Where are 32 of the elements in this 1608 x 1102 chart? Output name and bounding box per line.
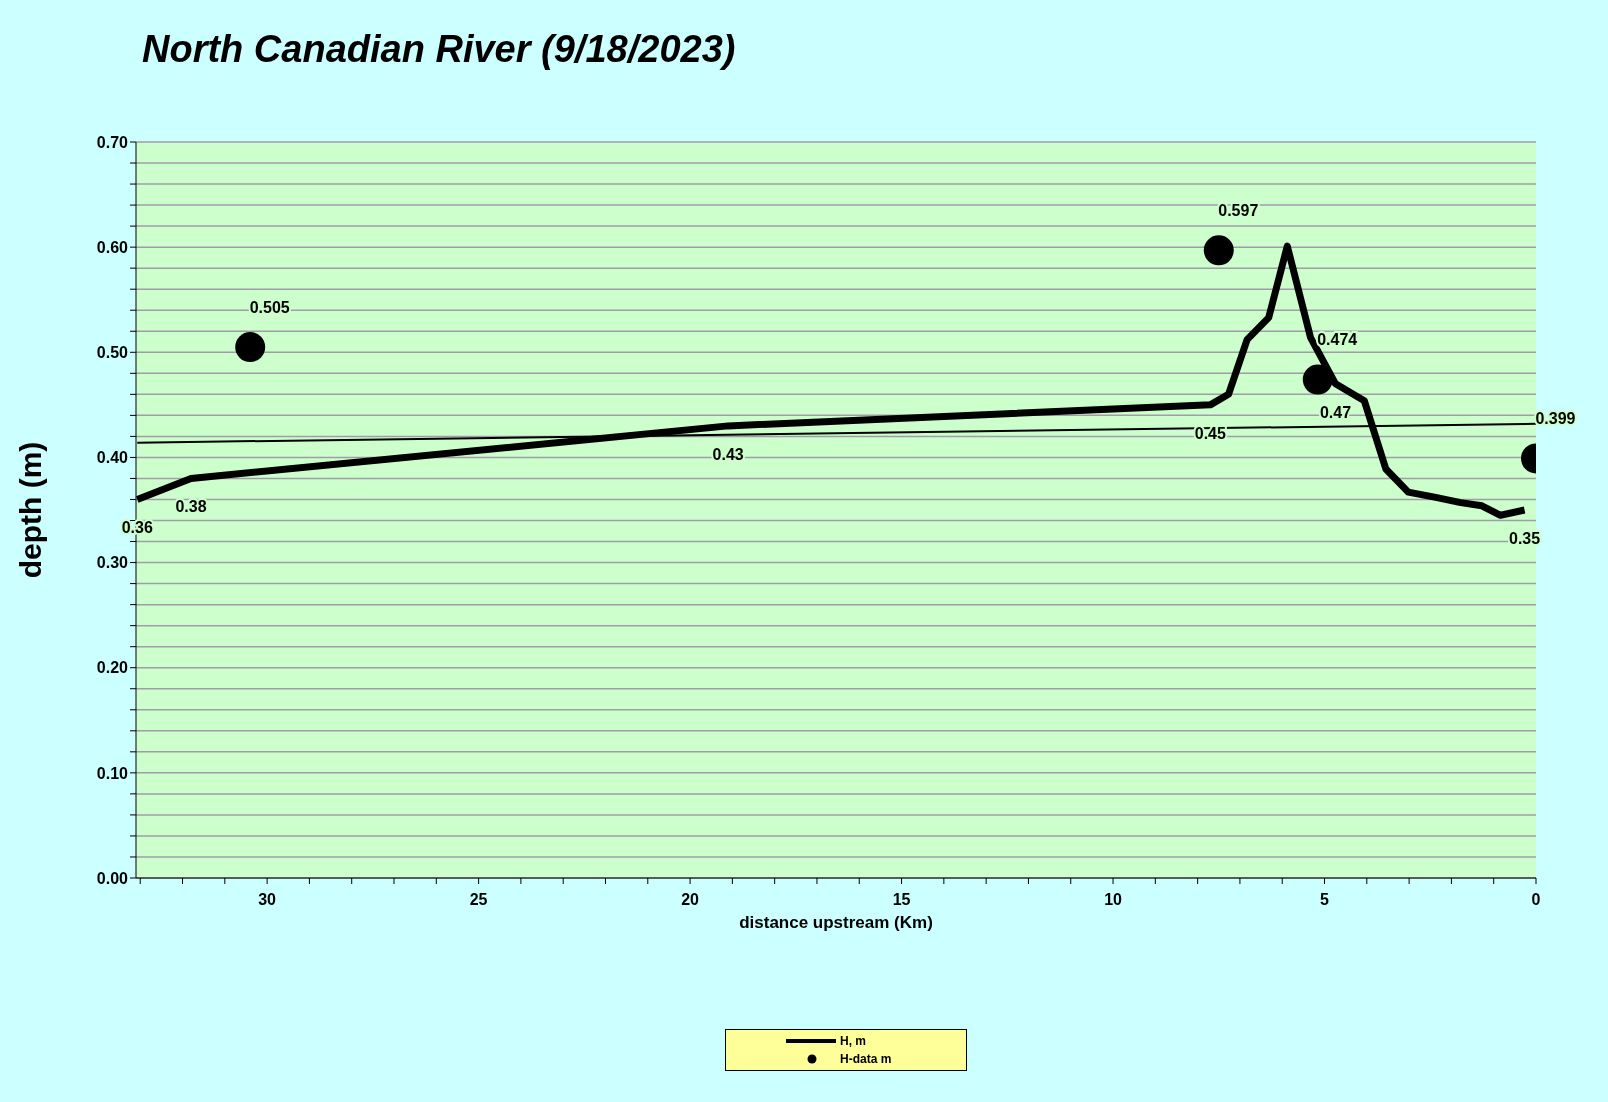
x-tick-label: 0	[1531, 891, 1541, 909]
x-tick-label: 15	[892, 891, 911, 909]
y-axis-title: depth (m)	[13, 441, 47, 579]
data-label: 0.474	[1317, 331, 1358, 349]
point	[1203, 235, 1234, 266]
data-label: 0.35	[1509, 530, 1541, 547]
x-tick-label: 5	[1320, 891, 1330, 909]
y-tick-label: 0.60	[96, 238, 129, 256]
x-tick-label: 20	[681, 891, 700, 909]
data-label: 0.43	[712, 445, 744, 463]
x-axis-title: distance upstream (Km)	[739, 913, 933, 932]
legend-label: H-data m	[840, 1052, 892, 1066]
data-label: 0.505	[249, 298, 290, 316]
y-tick-label: 0.40	[96, 449, 129, 467]
y-tick-label: 0.10	[96, 764, 129, 782]
data-label: 0.47	[1319, 403, 1352, 421]
x-tick-label: 30	[258, 891, 277, 909]
y-tick-label: 0.30	[96, 554, 129, 572]
x-tick-label: 10	[1104, 891, 1123, 909]
data-label: 0.597	[1218, 201, 1259, 219]
y-tick-label: 0.20	[96, 659, 129, 677]
legend-label: H, m	[840, 1034, 867, 1048]
data-label: 0.399	[1535, 409, 1576, 427]
point	[235, 332, 266, 363]
x-tick-label: 25	[469, 891, 488, 909]
data-label: 0.36	[121, 519, 153, 537]
y-tick-label: 0.50	[96, 343, 129, 361]
data-label: 0.38	[175, 498, 207, 516]
y-tick-label: 0.70	[96, 133, 129, 151]
point	[1302, 364, 1333, 395]
chart-title: North Canadian River (9/18/2023)	[142, 28, 736, 71]
y-tick-label: 0.00	[96, 869, 129, 887]
